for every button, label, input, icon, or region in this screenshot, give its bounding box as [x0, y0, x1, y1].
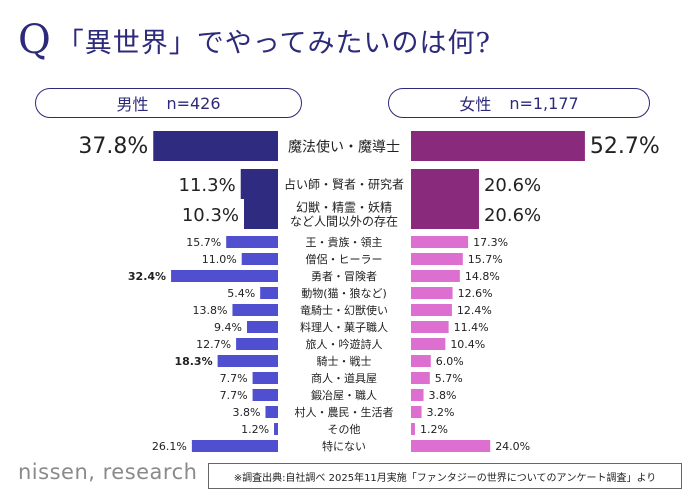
- male-value-label-3: 15.7%: [186, 236, 221, 249]
- male-value-label-12: 7.7%: [220, 389, 248, 402]
- male-value-label-1: 11.3%: [179, 175, 236, 196]
- female-bar-6: [411, 287, 453, 299]
- category-label-1: 占い師・賢者・研究者: [284, 177, 404, 192]
- male-bar-2: [244, 199, 278, 229]
- category-label-14: その他: [328, 423, 361, 436]
- female-bar-3: [411, 236, 469, 248]
- female-bar-1: [411, 169, 479, 199]
- female-value-label-5: 14.8%: [465, 270, 500, 283]
- female-bar-7: [411, 304, 452, 316]
- female-value-label-12: 3.8%: [429, 389, 457, 402]
- category-label-2-line-1: など人間以外の存在: [290, 215, 398, 229]
- female-value-label-1: 20.6%: [484, 175, 541, 196]
- category-label-0: 魔法使い・魔導士: [288, 138, 400, 155]
- male-value-label-0: 37.8%: [78, 134, 148, 159]
- female-value-label-8: 11.4%: [454, 321, 489, 334]
- male-bar-10: [217, 355, 278, 367]
- female-group-label: 女性 n=1,177: [388, 88, 650, 118]
- male-bar-8: [246, 321, 278, 333]
- female-bar-11: [411, 372, 430, 384]
- male-bar-13: [265, 406, 278, 418]
- category-label-13: 村人・農民・生活者: [295, 405, 394, 419]
- category-label-4: 僧侶・ヒーラー: [306, 252, 383, 266]
- female-value-label-3: 17.3%: [473, 236, 508, 249]
- female-value-label-10: 6.0%: [436, 355, 464, 368]
- male-bar-5: [171, 270, 278, 282]
- female-n: n=1,177: [509, 93, 579, 113]
- male-value-label-14: 1.2%: [241, 423, 269, 436]
- female-bar-12: [411, 389, 424, 401]
- male-value-label-2: 10.3%: [182, 205, 239, 226]
- female-value-label-14: 1.2%: [420, 423, 448, 436]
- category-label-9: 旅人・吟遊詩人: [306, 337, 383, 351]
- male-bar-0: [153, 131, 278, 161]
- female-bar-4: [411, 253, 463, 265]
- male-value-label-6: 5.4%: [227, 287, 255, 300]
- category-label-3: 王・貴族・領主: [306, 235, 383, 249]
- female-label: 女性: [459, 95, 492, 114]
- male-bar-7: [232, 304, 278, 316]
- male-bar-14: [274, 423, 278, 435]
- female-bar-15: [411, 440, 491, 452]
- category-label-5: 勇者・冒険者: [311, 270, 377, 283]
- female-value-label-2: 20.6%: [484, 205, 541, 226]
- category-label-12: 鍛冶屋・職人: [311, 388, 377, 402]
- female-value-label-13: 3.2%: [427, 406, 455, 419]
- female-value-label-0: 52.7%: [590, 134, 660, 159]
- male-bar-9: [236, 338, 278, 350]
- title-text: 「異世界」でやってみたいのは何?: [56, 27, 491, 59]
- male-bar-15: [191, 440, 278, 452]
- female-bar-2: [411, 199, 479, 229]
- male-bar-12: [252, 389, 278, 401]
- male-label: 男性: [116, 95, 149, 114]
- female-value-label-15: 24.0%: [495, 440, 530, 453]
- question-mark-q: Q: [18, 17, 51, 63]
- male-n: n=426: [166, 93, 221, 113]
- male-bar-6: [260, 287, 278, 299]
- male-value-label-15: 26.1%: [152, 440, 187, 453]
- male-value-label-9: 12.7%: [196, 338, 231, 351]
- female-bar-8: [411, 321, 449, 333]
- category-label-7: 竜騎士・幻獣使い: [300, 303, 388, 317]
- male-value-label-11: 7.7%: [220, 372, 248, 385]
- female-value-label-7: 12.4%: [457, 304, 492, 317]
- chart-title: Q 「異世界」でやってみたいのは何?: [18, 10, 491, 70]
- female-bar-10: [411, 355, 431, 367]
- source-note: ※調査出典:自社調べ 2025年11月実施「ファンタジーの世界についてのアンケー…: [208, 463, 682, 489]
- male-bar-11: [252, 372, 278, 384]
- category-label-15: 特にない: [322, 439, 366, 453]
- male-value-label-8: 9.4%: [214, 321, 242, 334]
- category-label-10: 騎士・戦士: [317, 355, 372, 368]
- female-bar-0: [411, 131, 585, 161]
- male-bar-4: [241, 253, 278, 265]
- female-value-label-6: 12.6%: [458, 287, 493, 300]
- male-value-label-4: 11.0%: [202, 253, 237, 266]
- female-bar-5: [411, 270, 460, 282]
- category-label-11: 商人・道具屋: [311, 371, 377, 385]
- category-label-2-line-0: 幻獣・精霊・妖精: [296, 201, 392, 215]
- male-group-label: 男性 n=426: [35, 88, 302, 118]
- male-bar-3: [226, 236, 278, 248]
- male-value-label-7: 13.8%: [193, 304, 228, 317]
- female-value-label-9: 10.4%: [450, 338, 485, 351]
- category-label-6: 動物(猫・狼など): [301, 286, 387, 300]
- female-value-label-4: 15.7%: [468, 253, 503, 266]
- male-bar-1: [240, 169, 278, 199]
- female-bar-14: [411, 423, 415, 435]
- female-bar-9: [411, 338, 446, 350]
- male-value-label-10: 18.3%: [174, 355, 212, 368]
- category-label-8: 料理人・菓子職人: [300, 320, 388, 334]
- nissen-research-logo: nissen, research: [18, 460, 198, 484]
- male-value-label-13: 3.8%: [233, 406, 261, 419]
- male-value-label-5: 32.4%: [128, 270, 166, 283]
- female-value-label-11: 5.7%: [435, 372, 463, 385]
- female-bar-13: [411, 406, 422, 418]
